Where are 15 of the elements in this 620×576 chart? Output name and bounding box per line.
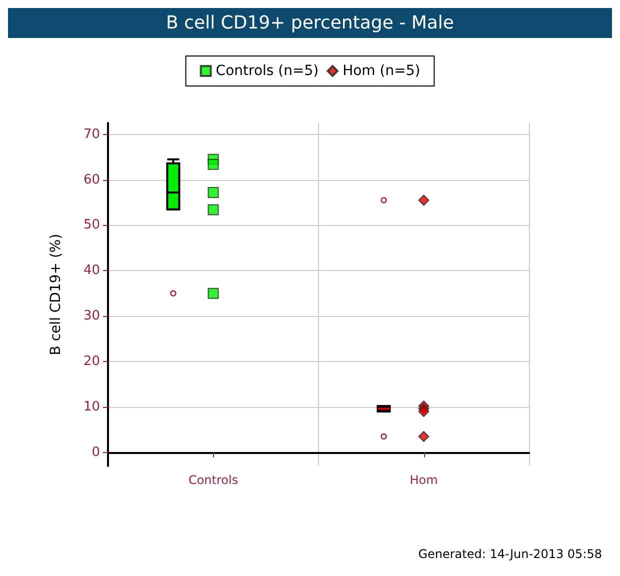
y-tick-label: 50	[83, 218, 100, 233]
y-tick-label: 70	[83, 126, 100, 142]
y-tick-label: 0	[92, 444, 100, 460]
x-tick-label: Controls	[188, 473, 238, 487]
x-tick-label: Hom	[410, 473, 438, 487]
legend-label: Controls (n=5)	[216, 63, 319, 79]
text: Generated: 14-Jun-2013 05:58	[418, 547, 602, 561]
y-axis-title: B cell CD19+ (%)	[48, 234, 64, 356]
y-tick-label: 20	[83, 354, 100, 370]
y-tick-label: 30	[83, 308, 100, 324]
y-tick-label: 40	[83, 263, 100, 278]
legend-label: Hom (n=5)	[342, 63, 420, 79]
chart-title: B cell CD19+ percentage - Male	[166, 12, 454, 34]
y-tick-label: 60	[83, 172, 100, 188]
y-tick-label: 10	[83, 399, 100, 414]
